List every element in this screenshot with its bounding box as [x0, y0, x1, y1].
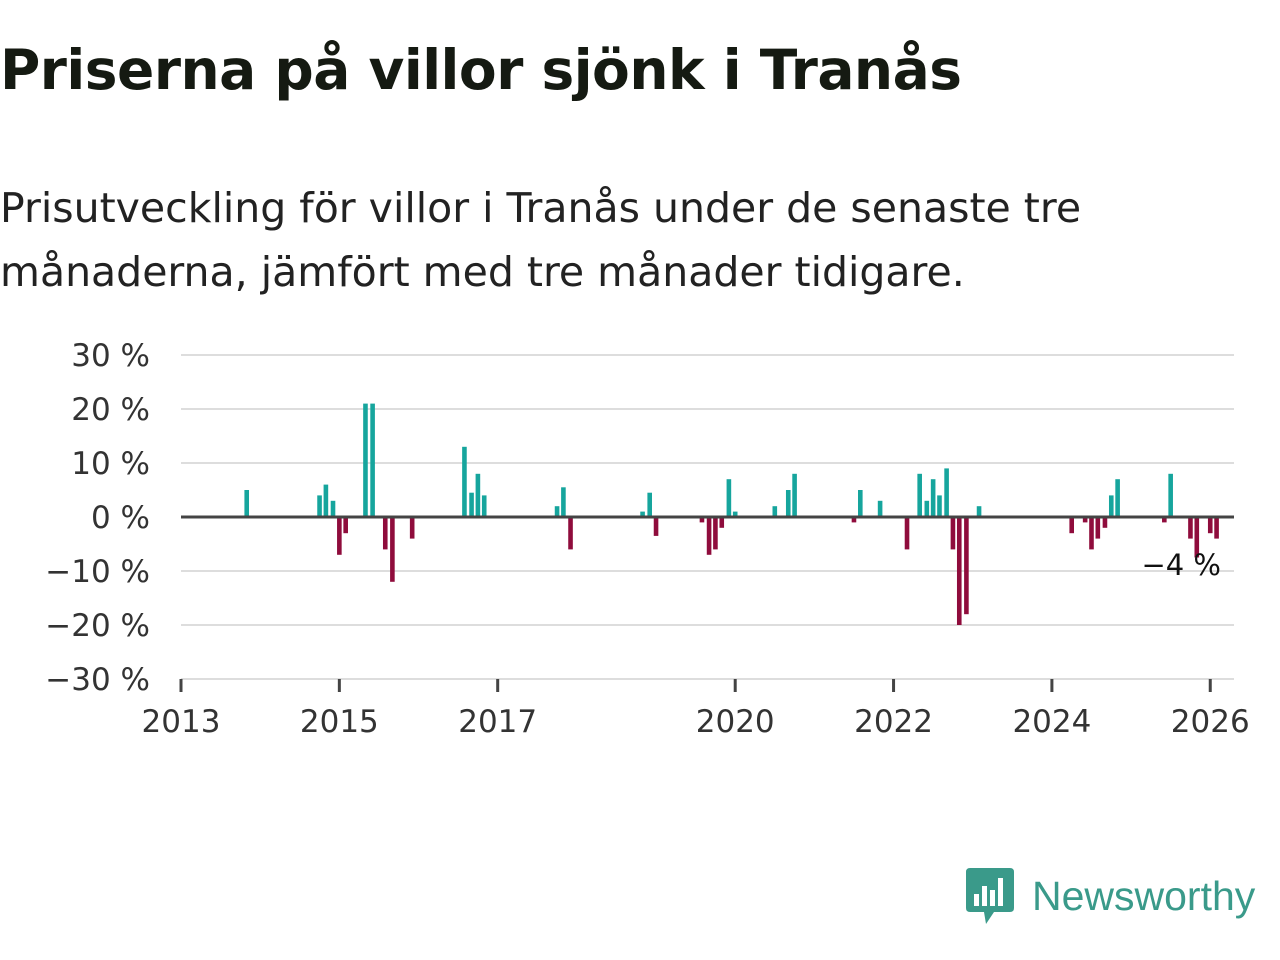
bar: [792, 473, 797, 517]
x-tick-label: 2022: [854, 704, 933, 740]
brand-name: Newsworthy: [1032, 872, 1256, 919]
bar: [1162, 517, 1167, 523]
bar: [363, 403, 368, 517]
bars: [244, 403, 1219, 625]
y-tick-label: −30 %: [45, 662, 150, 698]
bar: [1168, 473, 1173, 517]
bar: [877, 500, 883, 517]
bar: [481, 495, 487, 517]
bar: [337, 517, 342, 555]
bar: [343, 517, 348, 534]
bar: [1069, 517, 1074, 534]
bar: [1214, 517, 1219, 539]
bar: [409, 517, 415, 539]
bar: [475, 473, 481, 517]
bar: [568, 517, 573, 550]
bar: [713, 517, 718, 550]
bar: [930, 479, 936, 517]
bar: [706, 517, 712, 555]
bar: [1095, 517, 1101, 539]
bar: [937, 495, 942, 517]
bar: [917, 473, 922, 517]
bar: [390, 517, 395, 582]
x-tick-label: 2017: [458, 704, 537, 740]
bar: [317, 495, 322, 517]
bar: [956, 517, 962, 625]
newsworthy-brand: Newsworthy: [964, 866, 1255, 926]
bar: [699, 517, 705, 523]
x-axis-labels: 2013 2015 2017 2020 2022 2024 2026: [142, 704, 1250, 740]
bar: [1188, 517, 1193, 539]
bar: [904, 517, 910, 550]
bar: [244, 490, 250, 517]
bar: [462, 446, 467, 517]
bar: [785, 490, 791, 517]
chart-subtitle: Prisutveckling för villor i Tranås under…: [0, 184, 1082, 296]
bar: [851, 517, 857, 523]
bar: [944, 468, 949, 517]
x-tick-label: 2015: [300, 704, 379, 740]
bar: [1115, 479, 1120, 517]
bar: [964, 517, 969, 615]
newsworthy-logo-icon: [966, 868, 1014, 924]
bar: [370, 403, 375, 517]
bar: [323, 484, 329, 517]
bar: [653, 517, 659, 536]
bar: [1108, 495, 1114, 517]
bar: [469, 492, 474, 517]
last-value-label: −4 %: [1141, 548, 1221, 582]
bar: [554, 506, 560, 517]
bar: [561, 487, 566, 517]
bar: [719, 517, 725, 528]
y-tick-label: 0 %: [91, 500, 150, 536]
bar: [647, 492, 652, 517]
bar: [1102, 517, 1108, 528]
bar: [732, 511, 738, 517]
y-tick-label: 30 %: [71, 338, 150, 374]
bar: [858, 490, 863, 517]
bar: [1207, 517, 1213, 534]
bar: [924, 500, 930, 517]
y-tick-label: −20 %: [45, 608, 150, 644]
y-axis-labels: 30 % 20 % 10 % 0 % −10 % −20 % −30 %: [45, 338, 150, 698]
bar: [1089, 517, 1094, 550]
y-tick-label: 10 %: [71, 446, 150, 482]
y-tick-label: 20 %: [71, 392, 150, 428]
bar: [772, 506, 778, 517]
bar: [1194, 517, 1200, 558]
bar: [1082, 517, 1088, 523]
grid-lines: [181, 354, 1234, 680]
chart-title: Priserna på villor sjönk i Tranås: [0, 38, 962, 102]
bar: [640, 511, 645, 517]
x-tick-label: 2024: [1012, 704, 1091, 740]
bar: [726, 479, 732, 517]
bar: [976, 506, 982, 517]
y-tick-label: −10 %: [45, 554, 150, 590]
bar: [950, 517, 956, 550]
bar: [330, 500, 336, 517]
x-tick-label: 2026: [1171, 704, 1250, 740]
x-tick-label: 2020: [696, 704, 775, 740]
axes: [179, 515, 1234, 692]
bar: [382, 517, 388, 550]
bar-chart: 30 %20 %10 %0 %−10 %−20 %−30 % 2013 2015 2…: [45, 338, 1250, 740]
x-tick-label: 2013: [142, 704, 221, 740]
